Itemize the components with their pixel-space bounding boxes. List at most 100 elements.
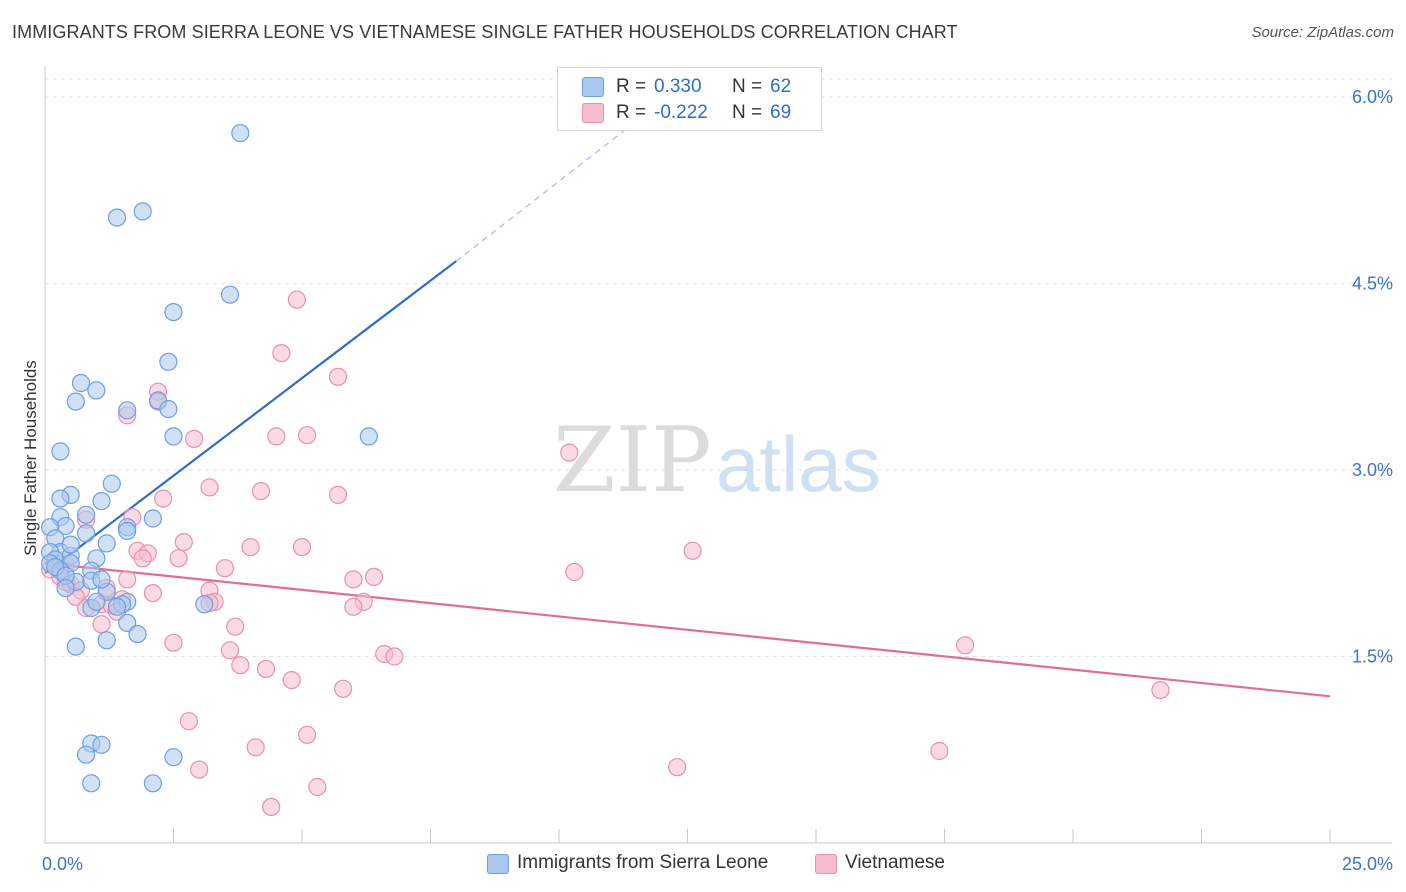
point-vietnamese-53: [385, 647, 404, 666]
point-vietnamese-47: [92, 615, 111, 634]
x-tick-label-1: 25.0%: [1342, 854, 1393, 874]
point-vietnamese-1: [272, 344, 291, 363]
point-sierra-leone-18: [92, 492, 111, 511]
point-vietnamese-18: [292, 537, 312, 557]
point-sierra-leone-48: [87, 592, 106, 611]
point-sierra-leone-17: [51, 489, 70, 508]
point-sierra-leone-52: [66, 637, 85, 656]
point-sierra-leone-59: [143, 774, 162, 793]
point-vietnamese-19: [683, 541, 702, 560]
point-vietnamese-22: [133, 549, 152, 568]
point-sierra-leone-58: [82, 774, 101, 793]
point-vietnamese-45: [344, 597, 363, 616]
legend-label-vietnamese: Vietnamese: [845, 852, 945, 873]
point-vietnamese-59: [179, 712, 198, 731]
point-sierra-leone-6: [71, 373, 91, 393]
point-vietnamese-51: [220, 641, 240, 660]
y-tick-label-3: 6.0%: [1352, 87, 1393, 107]
point-sierra-leone-53: [56, 578, 75, 598]
point-vietnamese-28: [364, 567, 384, 587]
point-vietnamese-49: [164, 633, 183, 652]
point-sierra-leone-15: [102, 474, 121, 493]
point-vietnamese-13: [154, 489, 173, 508]
point-sierra-leone-19: [76, 505, 96, 524]
legend-n-value-sierra-leone: 62: [770, 76, 792, 97]
trend-line-sierra-leone: [44, 260, 457, 575]
point-sierra-leone-4: [164, 303, 183, 322]
point-sierra-leone-10: [159, 400, 178, 419]
point-sierra-leone-61: [92, 570, 111, 589]
point-vietnamese-66: [262, 797, 281, 817]
legend-n-label: N =: [732, 76, 763, 97]
point-vietnamese-7: [267, 427, 286, 446]
axes: [44, 66, 1392, 844]
point-vietnamese-65: [308, 777, 327, 797]
point-sierra-leone-1: [133, 202, 152, 221]
y-tick-label-0: 1.5%: [1352, 647, 1393, 667]
point-sierra-leone-60: [61, 535, 80, 554]
legend-r-value-sierra-leone: 0.330: [654, 76, 702, 97]
legend-n-value-vietnamese: 69: [770, 102, 792, 123]
trend-line-sierra-leone-extension: [455, 108, 652, 262]
source-credit: Source: ZipAtlas.com: [1251, 24, 1394, 41]
point-vietnamese-12: [328, 485, 348, 504]
point-sierra-leone-55: [92, 735, 111, 754]
series-legend: Immigrants from Sierra Leone Vietnamese: [0, 852, 1406, 878]
point-vietnamese-27: [565, 562, 584, 582]
legend-swatch-vietnamese: [582, 103, 604, 123]
tick-labels: 1.5% 3.0% 4.5% 6.0% 0.0% 25.0%: [42, 87, 1393, 874]
legend-swatch-sierra-leone: [487, 854, 509, 874]
point-sierra-leone-57: [164, 748, 183, 767]
point-vietnamese-61: [246, 738, 265, 757]
point-vietnamese-57: [334, 679, 353, 698]
point-vietnamese-60: [298, 725, 317, 744]
y-axis-label: Single Father Households: [21, 360, 40, 556]
point-sierra-leone-28: [97, 534, 116, 553]
point-sierra-leone-56: [76, 745, 96, 764]
point-vietnamese-63: [190, 760, 209, 779]
point-vietnamese-50: [955, 636, 975, 655]
point-sierra-leone-5: [159, 352, 178, 371]
point-sierra-leone-51: [97, 631, 116, 650]
legend-r-label: R =: [616, 102, 647, 123]
point-sierra-leone-0: [231, 124, 250, 143]
point-sierra-leone-14: [51, 442, 70, 461]
chart-title: IMMIGRANTS FROM SIERRA LEONE VS VIETNAME…: [12, 22, 958, 42]
point-vietnamese-30: [118, 570, 137, 589]
point-vietnamese-26: [215, 559, 234, 578]
point-sierra-leone-7: [87, 381, 106, 400]
watermark-atlas: atlas: [716, 420, 881, 508]
point-sierra-leone-49: [118, 613, 137, 633]
data-points: [40, 124, 1170, 817]
point-vietnamese-17: [241, 537, 260, 557]
point-sierra-leone-50: [128, 624, 147, 644]
point-sierra-leone-26: [76, 524, 96, 543]
legend-r-value-vietnamese: -0.222: [654, 102, 708, 123]
point-vietnamese-6: [185, 429, 204, 448]
point-vietnamese-54: [231, 656, 250, 675]
correlation-legend: R = 0.330 N = 62 R = -0.222 N = 69: [557, 67, 822, 131]
point-vietnamese-2: [328, 367, 348, 386]
point-vietnamese-23: [169, 549, 188, 568]
point-vietnamese-16: [174, 532, 193, 552]
legend-label-sierra-leone: Immigrants from Sierra Leone: [517, 852, 769, 873]
point-vietnamese-29: [344, 570, 363, 589]
point-vietnamese-48: [226, 617, 245, 636]
point-sierra-leone-12: [164, 427, 183, 446]
point-vietnamese-58: [1151, 680, 1170, 700]
point-vietnamese-64: [668, 758, 687, 777]
watermark-zip: ZIP: [553, 408, 712, 513]
point-vietnamese-10: [200, 478, 219, 497]
point-vietnamese-11: [251, 482, 270, 501]
point-sierra-leone-20: [143, 509, 162, 528]
point-vietnamese-56: [282, 670, 301, 690]
legend-swatch-vietnamese: [815, 854, 837, 874]
point-vietnamese-62: [930, 741, 949, 761]
point-vietnamese-8: [298, 426, 317, 445]
point-vietnamese-9: [560, 443, 579, 462]
point-vietnamese-55: [256, 659, 276, 679]
trend-line-vietnamese: [44, 562, 1331, 698]
x-tick-label-0: 0.0%: [42, 854, 83, 874]
trend-lines: [44, 108, 1331, 698]
